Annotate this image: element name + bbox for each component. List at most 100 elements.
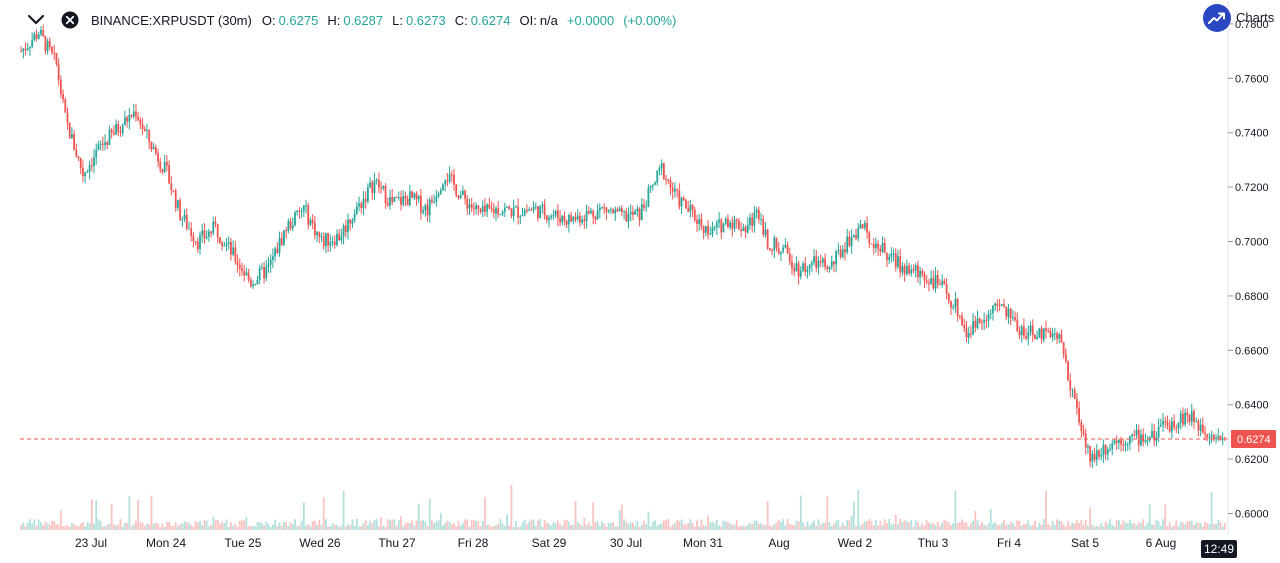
volume-bar xyxy=(501,523,504,530)
time-axis[interactable]: 23 Jul Mon 24 Tue 25 Wed 26 Thu 27 Fri 28 Sat … xyxy=(75,536,1176,550)
oi-label: OI: xyxy=(519,12,537,28)
candle-body xyxy=(106,142,109,145)
volume-bar xyxy=(461,523,464,530)
candle-body xyxy=(932,278,935,289)
volume-bar xyxy=(656,525,659,530)
volume-bar xyxy=(526,524,528,530)
candle-body xyxy=(373,180,376,193)
candle-body xyxy=(526,210,528,212)
candle-body xyxy=(987,313,990,321)
volume-bar xyxy=(382,525,385,530)
volume-bar xyxy=(1177,526,1180,530)
candle-body xyxy=(68,122,71,139)
volume-bar xyxy=(638,526,641,530)
candle-body xyxy=(1106,449,1109,455)
volume-bar xyxy=(689,519,692,530)
volume-bar xyxy=(687,522,690,530)
volume-bar xyxy=(1098,526,1100,530)
volume-bar xyxy=(340,525,343,530)
volume-bar xyxy=(411,520,413,530)
volume-bar xyxy=(680,519,683,530)
volume-bar xyxy=(813,520,815,530)
volume-bar xyxy=(143,525,146,530)
volume-bar xyxy=(384,526,387,530)
candle-body xyxy=(422,210,425,213)
volume-bar xyxy=(601,521,603,530)
candle-body xyxy=(711,227,714,235)
volume-bar xyxy=(238,520,241,530)
volume-bar xyxy=(828,522,831,530)
chevron-down-icon[interactable] xyxy=(26,10,46,30)
volume-bar xyxy=(810,522,813,530)
volume-bar xyxy=(830,525,833,530)
volume-bar xyxy=(347,524,349,530)
volume-bar xyxy=(508,525,511,530)
volume-bar xyxy=(68,526,71,530)
x-tick-label: Aug xyxy=(768,536,789,550)
brand-text[interactable]: Charts xyxy=(1236,10,1275,25)
candle-body xyxy=(313,222,316,236)
candle-body xyxy=(753,212,756,226)
symbol-title[interactable]: BINANCE:XRPUSDT (30m) xyxy=(91,12,252,28)
candle-body xyxy=(537,206,539,219)
close-circle-icon[interactable] xyxy=(60,10,80,30)
volume-bar xyxy=(1186,521,1189,530)
volume-bar xyxy=(1109,519,1111,530)
volume-bar xyxy=(1047,524,1050,530)
y-tick-label: 0.6000 xyxy=(1235,509,1269,521)
volume-bar xyxy=(1126,523,1129,530)
volume-bar xyxy=(93,523,95,530)
candle-body xyxy=(640,204,643,221)
candle-body xyxy=(267,264,270,267)
volume-bar xyxy=(419,520,422,530)
x-tick-label: Thu 27 xyxy=(378,536,416,550)
volume-bar xyxy=(733,524,736,530)
candle-body xyxy=(1137,429,1140,445)
volume-bar xyxy=(88,522,91,530)
candle-body xyxy=(132,111,135,117)
candle-body xyxy=(400,197,402,205)
volume-bar xyxy=(1089,507,1092,530)
volume-bar xyxy=(404,523,407,530)
candle-body xyxy=(1045,328,1047,331)
candle-body xyxy=(755,209,758,213)
volume-bar xyxy=(936,521,939,530)
volume-bar xyxy=(406,522,409,530)
volume-bar xyxy=(378,526,380,530)
volume-bar xyxy=(550,525,553,530)
candle-body xyxy=(1144,440,1147,442)
volume-bar xyxy=(704,525,707,530)
volume-bar xyxy=(44,521,47,530)
candle-body xyxy=(1040,328,1043,340)
candle-body xyxy=(799,270,802,277)
volume-bar xyxy=(1184,524,1187,530)
price-axis[interactable]: 0.80000.78000.76000.74000.72000.70000.68… xyxy=(1228,0,1269,521)
candle-body xyxy=(473,207,475,209)
candle-body xyxy=(833,261,835,265)
volume-bar xyxy=(1073,523,1076,530)
candle-body xyxy=(841,249,844,258)
candle-body xyxy=(82,168,84,177)
volume-bar xyxy=(408,523,411,530)
volume-bar xyxy=(380,517,383,530)
volume-bar xyxy=(996,524,999,530)
volume-bar xyxy=(1040,524,1043,530)
candle-body xyxy=(1076,398,1078,408)
volume-bar xyxy=(607,523,610,530)
candle-body xyxy=(150,141,153,150)
candle-body xyxy=(428,199,431,216)
trend-up-icon[interactable] xyxy=(1203,4,1231,32)
volume-bar xyxy=(426,525,429,530)
candle-body xyxy=(1206,434,1209,438)
volume-bar xyxy=(455,526,458,530)
volume-bar xyxy=(837,519,840,530)
volume-bar xyxy=(958,522,961,530)
volume-bar xyxy=(37,519,40,530)
candle-body xyxy=(1170,421,1173,432)
candle-body xyxy=(161,169,164,172)
volume-bar xyxy=(216,520,219,530)
candle-body xyxy=(499,214,502,216)
candle-body xyxy=(73,134,76,150)
